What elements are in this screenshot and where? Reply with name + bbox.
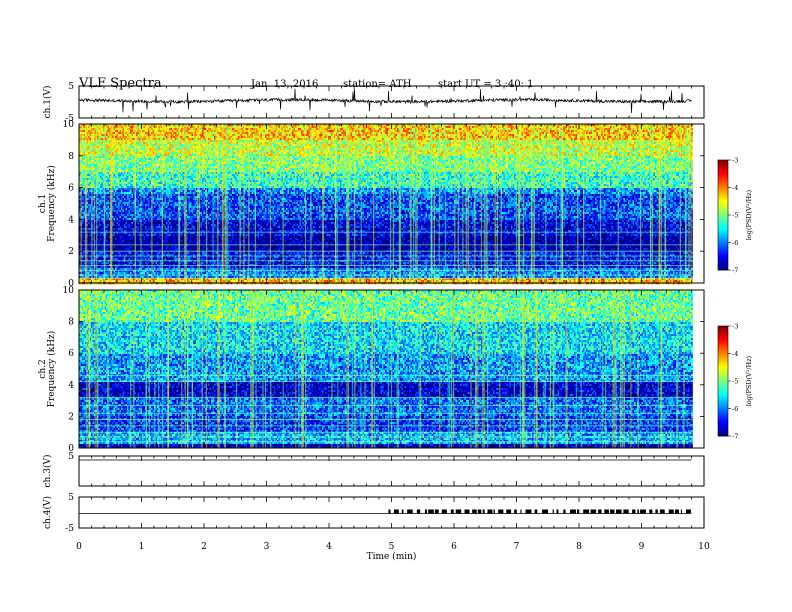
ch1-spectrogram-heatmap [79, 124, 704, 284]
y-axis-label: ch.1(V) [42, 86, 53, 119]
y-tick-label: 5 [68, 82, 74, 92]
vlf-spectra-figure: 5-5ch.1(V)0246810ch.1 Frequency (kHz)-3-4… [0, 0, 792, 612]
ch1-waveform-line [79, 89, 692, 113]
